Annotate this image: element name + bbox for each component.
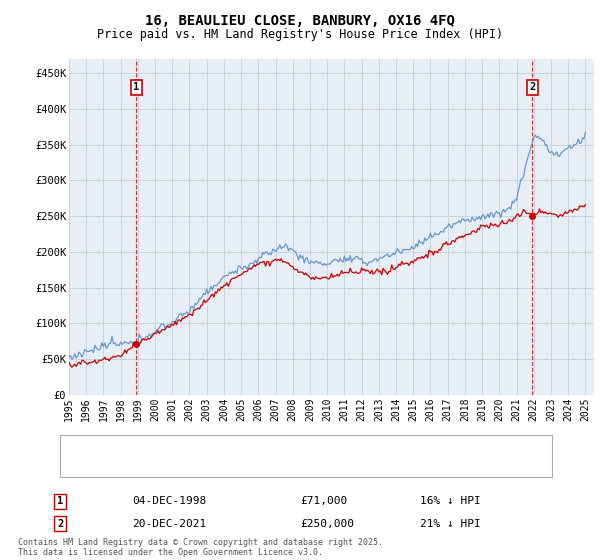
Text: 16, BEAULIEU CLOSE, BANBURY, OX16 4FQ (semi-detached house): 16, BEAULIEU CLOSE, BANBURY, OX16 4FQ (s… xyxy=(100,449,447,459)
Text: 1: 1 xyxy=(133,82,140,92)
Text: 1: 1 xyxy=(57,496,63,506)
Text: 2: 2 xyxy=(529,82,536,92)
Text: 16, BEAULIEU CLOSE, BANBURY, OX16 4FQ: 16, BEAULIEU CLOSE, BANBURY, OX16 4FQ xyxy=(145,14,455,28)
Text: Price paid vs. HM Land Registry's House Price Index (HPI): Price paid vs. HM Land Registry's House … xyxy=(97,28,503,41)
Text: 21% ↓ HPI: 21% ↓ HPI xyxy=(420,519,481,529)
Text: Contains HM Land Registry data © Crown copyright and database right 2025.
This d: Contains HM Land Registry data © Crown c… xyxy=(18,538,383,557)
Text: 20-DEC-2021: 20-DEC-2021 xyxy=(132,519,206,529)
Text: 2: 2 xyxy=(57,519,63,529)
Text: 04-DEC-1998: 04-DEC-1998 xyxy=(132,496,206,506)
Text: £71,000: £71,000 xyxy=(300,496,347,506)
Text: £250,000: £250,000 xyxy=(300,519,354,529)
Text: HPI: Average price, semi-detached house, Cherwell: HPI: Average price, semi-detached house,… xyxy=(100,464,388,474)
Text: 16% ↓ HPI: 16% ↓ HPI xyxy=(420,496,481,506)
